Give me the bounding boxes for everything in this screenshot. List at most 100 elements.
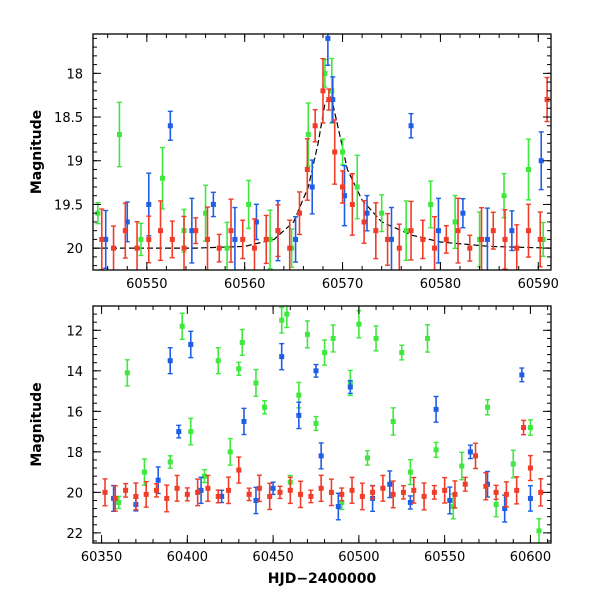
data-point-red-18 [287,487,293,493]
series-blue [111,330,533,523]
data-point-red-33 [455,228,461,234]
data-point-blue-1 [124,219,130,225]
data-point-green-28 [407,469,413,475]
data-point-green-31 [450,504,456,510]
data-point-red-22 [328,489,334,495]
data-point-green-29 [424,335,430,341]
data-point-red-0 [99,236,105,242]
data-point-green-30 [433,447,439,453]
y-tick-label-0: 12 [66,324,83,339]
data-point-blue-14 [318,453,324,459]
data-point-red-24 [349,487,355,493]
plot-frame [92,305,552,544]
data-point-green-10 [305,132,311,138]
data-point-red-9 [205,236,210,242]
data-point-red-24 [349,201,355,207]
data-point-blue-25 [519,372,525,378]
data-point-red-29 [408,228,414,234]
data-point-blue-13 [313,368,319,374]
data-point-red-38 [493,489,499,495]
data-point-blue-22 [467,449,473,455]
data-point-red-19 [312,123,318,129]
data-point-green-12 [262,404,268,410]
data-point-red-2 [123,487,129,493]
y-tick-label-2: 16 [66,405,83,420]
data-point-green-11 [322,70,328,76]
data-point-green-13 [340,149,346,155]
data-point-red-4 [146,236,152,242]
data-point-green-5 [203,210,209,216]
data-point-green-2 [141,469,147,475]
data-point-green-5 [188,429,194,435]
data-point-green-18 [452,219,458,225]
y-axis-title: Magnitude [29,382,45,466]
x-tick-label-3: 60500 [338,550,379,565]
data-point-red-35 [462,481,468,487]
data-point-green-20 [330,335,336,341]
y-tick-label-2: 19 [66,155,83,170]
data-point-green-17 [428,201,434,207]
data-point-blue-10 [270,485,276,491]
y-tick-label-1: 18.5 [54,111,83,126]
data-point-red-31 [432,245,438,251]
data-point-green-24 [364,455,370,461]
data-point-blue-12 [296,412,302,418]
data-point-red-42 [527,465,533,471]
data-point-red-12 [226,487,232,493]
data-point-green-21 [525,166,531,172]
data-point-green-34 [493,502,499,508]
data-point-blue-16 [347,384,353,390]
data-point-green-19 [322,350,328,356]
data-point-red-16 [267,493,273,499]
data-point-green-25 [373,335,379,341]
data-point-red-19 [298,491,304,497]
x-tick-label-4: 60550 [424,550,465,565]
data-point-red-36 [490,228,496,234]
data-point-red-11 [228,228,234,234]
data-point-blue-10 [309,184,315,190]
data-point-red-7 [174,485,180,491]
data-point-red-10 [216,245,222,251]
data-point-blue-5 [210,201,216,207]
data-point-blue-3 [167,123,173,129]
data-point-blue-18 [387,481,393,487]
series-blue [103,34,544,270]
data-point-blue-4 [189,228,195,234]
data-point-red-8 [193,228,199,234]
data-point-red-1 [112,495,118,501]
data-point-blue-15 [335,504,341,510]
data-point-blue-16 [408,123,414,129]
y-tick-label-4: 20 [66,486,83,501]
data-point-green-7 [246,201,252,207]
data-point-red-27 [385,236,391,242]
data-point-green-26 [390,418,396,424]
data-point-red-22 [332,149,338,155]
data-point-blue-6 [198,487,204,493]
x-tick-label-1: 60400 [167,550,208,565]
data-point-red-20 [320,88,326,94]
data-point-blue-20 [509,228,515,234]
data-point-green-16 [403,228,409,234]
data-point-green-7 [215,358,221,364]
data-point-red-30 [411,487,417,493]
data-point-red-41 [521,425,527,431]
data-point-red-32 [443,236,449,242]
bottom-panel-full-light-curve: 60350 60400 60450 60500 60550 60600 12 14 16 18 20… [29,305,552,587]
data-point-blue-3 [167,358,173,364]
data-point-red-29 [400,489,406,495]
data-point-blue-19 [484,236,490,242]
data-point-red-13 [251,245,257,251]
data-point-blue-15 [388,236,394,242]
data-point-red-43 [538,489,544,495]
x-tick-label-4: 60590 [518,277,559,292]
data-point-blue-20 [433,406,439,412]
y-axis-title: Magnitude [29,110,45,194]
data-point-blue-2 [146,201,152,207]
data-point-red-5 [158,228,164,234]
data-point-red-26 [370,489,376,495]
data-point-red-4 [143,491,149,497]
data-point-green-6 [201,473,207,479]
x-tick-label-5: 60600 [510,550,551,565]
data-point-red-40 [514,487,520,493]
